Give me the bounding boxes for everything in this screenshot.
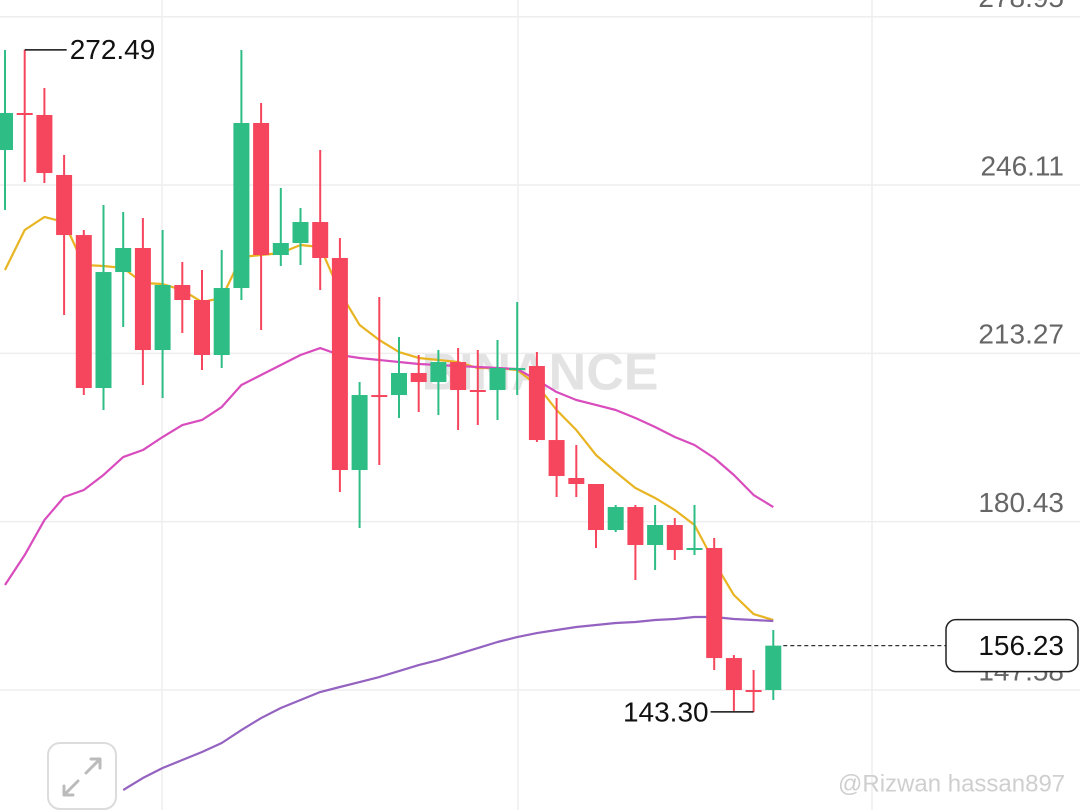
candle-body [134, 247, 151, 351]
candle-body [647, 525, 664, 545]
candle-body [331, 257, 348, 471]
y-tick-label: 246.11 [980, 150, 1064, 181]
candle-body [666, 525, 683, 551]
y-tick-label: 180.43 [978, 487, 1064, 518]
candle-body [607, 507, 624, 531]
candle-body [253, 122, 270, 256]
candle-body [706, 548, 723, 659]
vertical-grid [161, 0, 873, 810]
low-label: 143.30 [623, 696, 709, 727]
ma-line [4, 215, 774, 622]
last-price-label: 156.23 [978, 630, 1064, 661]
candle-body [0, 113, 13, 151]
candle-body [588, 484, 604, 531]
credit: @Rizwan hassan897 [838, 770, 1065, 797]
candle-body [765, 645, 782, 691]
candle-body [95, 272, 112, 389]
ma-line [122, 615, 774, 791]
candle-body [469, 390, 486, 393]
candle-body [686, 548, 703, 551]
candle-body [56, 174, 73, 236]
ma-line [4, 346, 774, 586]
high-label: 272.49 [70, 34, 156, 65]
candles [0, 49, 782, 712]
candle-body [272, 243, 289, 256]
expand-icon[interactable] [62, 757, 102, 797]
candle-body [430, 362, 447, 383]
candle-body [627, 507, 644, 545]
candle-body [489, 368, 506, 391]
candle-body [351, 395, 368, 471]
expand-button[interactable] [47, 742, 117, 810]
candle-body [450, 362, 467, 391]
candle-body [745, 690, 762, 693]
candle-body [410, 372, 427, 383]
candle-body [528, 366, 545, 441]
y-tick-label: 278.95 [978, 0, 1064, 13]
candle-body [36, 115, 53, 174]
candle-body [725, 658, 742, 691]
candle-body [75, 235, 92, 389]
y-tick-label: 213.27 [978, 319, 1064, 350]
candle-body [233, 122, 250, 289]
candle-body [371, 395, 388, 398]
candle-body [312, 222, 329, 258]
candle-body [115, 247, 132, 273]
candle-body [548, 440, 565, 477]
candle-body [391, 372, 407, 396]
candle-body [568, 478, 585, 485]
expand-button-frame[interactable] [47, 742, 117, 810]
candle-body [16, 113, 33, 116]
moving-averages [4, 215, 774, 791]
last-price-box [945, 618, 1079, 673]
candle-body [174, 284, 191, 301]
candle-body [213, 288, 230, 356]
overlay: 272.49 143.30 156.23 [24, 34, 1079, 727]
candle-body [509, 368, 526, 371]
candle-body [154, 284, 171, 351]
candle-body [292, 222, 309, 244]
candle-body [194, 300, 210, 356]
